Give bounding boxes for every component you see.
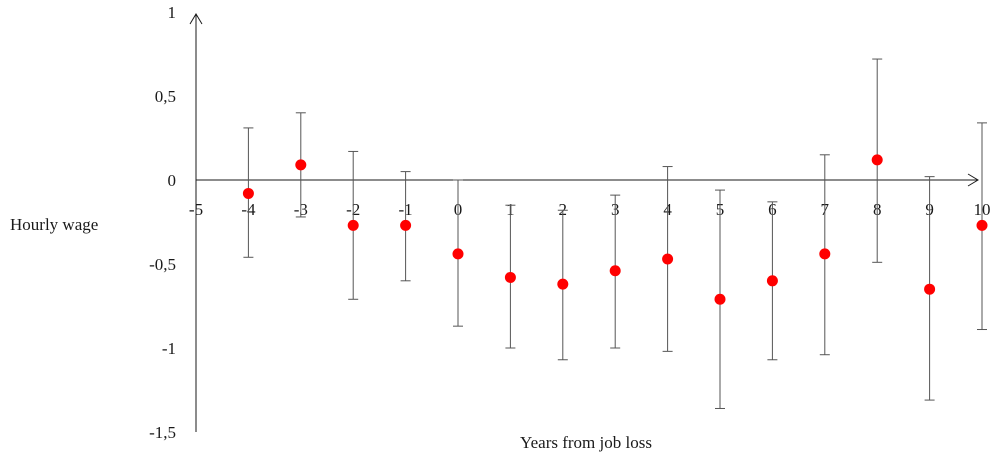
- data-point: [819, 248, 831, 260]
- x-axis-arrow: [967, 173, 979, 187]
- data-point: [871, 154, 883, 166]
- data-point: [766, 275, 778, 287]
- x-tick-labels: -5 -4 -3 -2 -1 0 1 2 3 4 5 6 7 8 9 10: [189, 200, 991, 219]
- y-tick-label: -1,5: [149, 423, 176, 442]
- data-point: [714, 293, 726, 305]
- data-point: [557, 278, 569, 290]
- y-tick-label: -1: [162, 339, 176, 358]
- data-point: [504, 271, 516, 283]
- x-axis-title: Years from job loss: [520, 433, 652, 452]
- data-point: [400, 219, 412, 231]
- data-point: [452, 248, 464, 260]
- data-point: [924, 283, 936, 295]
- data-point: [609, 265, 621, 277]
- x-axis: [196, 173, 979, 187]
- error-bars: [243, 58, 987, 409]
- y-axis-arrow: [189, 13, 203, 25]
- data-point: [347, 219, 359, 231]
- y-axis: [189, 13, 203, 432]
- data-point: [295, 159, 307, 171]
- y-axis-title: Hourly wage: [10, 215, 98, 234]
- x-tick-label: 2: [559, 200, 568, 219]
- y-tick-labels: 1 0,5 0 -0,5 -1 -1,5: [149, 3, 176, 442]
- y-tick-label: -0,5: [149, 255, 176, 274]
- data-points: [242, 154, 988, 305]
- x-tick-label: -5: [189, 200, 203, 219]
- y-tick-label: 1: [168, 3, 177, 22]
- y-tick-label: 0,5: [155, 87, 176, 106]
- data-point: [976, 219, 988, 231]
- y-tick-label: 0: [168, 171, 177, 190]
- data-point: [662, 253, 674, 265]
- data-point: [242, 187, 254, 199]
